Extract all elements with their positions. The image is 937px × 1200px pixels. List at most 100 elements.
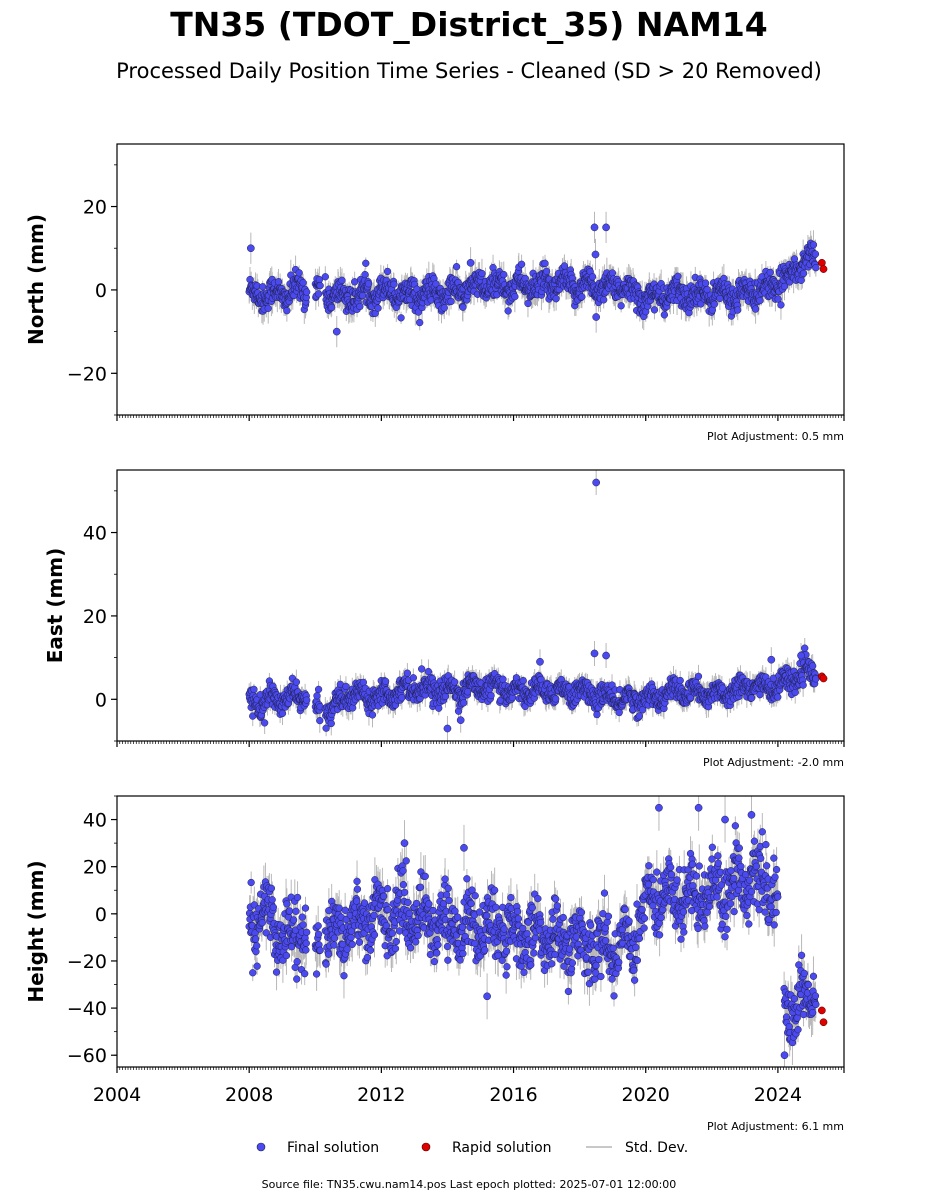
final-point (447, 297, 455, 306)
final-point (617, 302, 625, 310)
final-point (478, 269, 486, 278)
final-point (383, 267, 392, 276)
panels: −20 0 20 North (mm) Plot Adjustment: 0.5 mm 0… (24, 143, 845, 1133)
final-point (356, 302, 364, 311)
final-point (542, 267, 551, 275)
final-point (390, 280, 398, 288)
final-point (260, 719, 269, 727)
panel-0: −20 0 20 North (mm) Plot Adjustment: 0.5 mm (24, 143, 845, 443)
final-point (403, 669, 412, 677)
final-points (245, 223, 820, 336)
final-point-outlier (591, 250, 600, 259)
final-point (560, 262, 569, 270)
final-point (799, 269, 808, 278)
final-point (440, 304, 448, 312)
plot-adjustment-note: Plot Adjustment: 0.5 mm (707, 430, 844, 443)
final-point (313, 692, 321, 700)
final-point-outlier (466, 258, 475, 267)
final-point (588, 273, 597, 281)
final-point (250, 685, 258, 693)
final-point-outlier (332, 327, 341, 336)
final-point (274, 278, 283, 286)
final-point (361, 270, 369, 279)
final-point (409, 674, 418, 682)
final-point (452, 263, 461, 271)
final-point (374, 304, 382, 312)
final-point (790, 255, 799, 263)
final-point (322, 724, 330, 732)
final-point (397, 314, 405, 322)
final-point (811, 250, 820, 258)
y-tick-label: 0 (95, 280, 107, 302)
final-point (327, 719, 335, 728)
final-point-outlier (602, 223, 610, 232)
final-point (710, 300, 718, 308)
final-point (734, 306, 742, 314)
final-point (364, 280, 373, 288)
final-point (316, 281, 324, 290)
final-point (780, 282, 789, 291)
final-point (701, 279, 710, 287)
final-point-outlier (246, 244, 255, 253)
final-point (328, 303, 336, 312)
final-point (368, 711, 377, 719)
y-tick-label: 20 (83, 197, 107, 219)
final-point (358, 291, 367, 300)
final-point (362, 259, 370, 267)
final-point (524, 299, 532, 308)
final-point (777, 301, 785, 309)
final-point (338, 276, 346, 284)
plot-area (245, 211, 828, 348)
final-point (517, 260, 526, 268)
final-point (504, 307, 512, 315)
final-point (751, 305, 760, 313)
final-point (812, 264, 820, 272)
final-point (418, 665, 426, 673)
final-point (435, 704, 443, 712)
final-point (314, 290, 323, 298)
final-point (295, 269, 303, 277)
final-point (303, 288, 311, 296)
final-point (303, 696, 311, 704)
final-point-outlier (590, 223, 599, 232)
final-point (809, 241, 818, 249)
final-point (660, 311, 669, 319)
figure-subtitle: Processed Daily Position Time Series - C… (116, 59, 822, 83)
final-point (600, 296, 608, 304)
plot-area (245, 470, 828, 741)
final-point (674, 272, 682, 280)
final-point (650, 306, 659, 314)
final-point (299, 279, 307, 287)
final-point (774, 295, 782, 303)
y-axis-label: North (mm) (24, 214, 48, 345)
final-point (264, 304, 272, 312)
final-point (381, 677, 390, 685)
final-point (283, 307, 291, 315)
final-point (259, 283, 267, 291)
final-point (316, 716, 324, 725)
final-point (608, 269, 617, 277)
final-point (314, 685, 323, 694)
final-point (578, 293, 586, 301)
final-point (459, 303, 467, 311)
final-point (416, 318, 424, 327)
final-point (292, 678, 301, 686)
final-point (541, 259, 549, 267)
final-point (511, 293, 519, 301)
rapid-point (819, 265, 828, 273)
final-point (756, 296, 764, 305)
final-point-outlier (592, 313, 601, 321)
final-point (349, 704, 357, 712)
final-point (552, 295, 560, 303)
final-point (321, 273, 329, 281)
final-point (342, 682, 350, 691)
final-point (278, 709, 287, 718)
figure-title: TN35 (TDOT_District_35) NAM14 (170, 5, 768, 44)
y-tick-label: −20 (67, 363, 107, 385)
final-point (398, 694, 406, 702)
final-point (766, 268, 774, 277)
final-point (500, 270, 508, 279)
final-points (245, 478, 820, 733)
